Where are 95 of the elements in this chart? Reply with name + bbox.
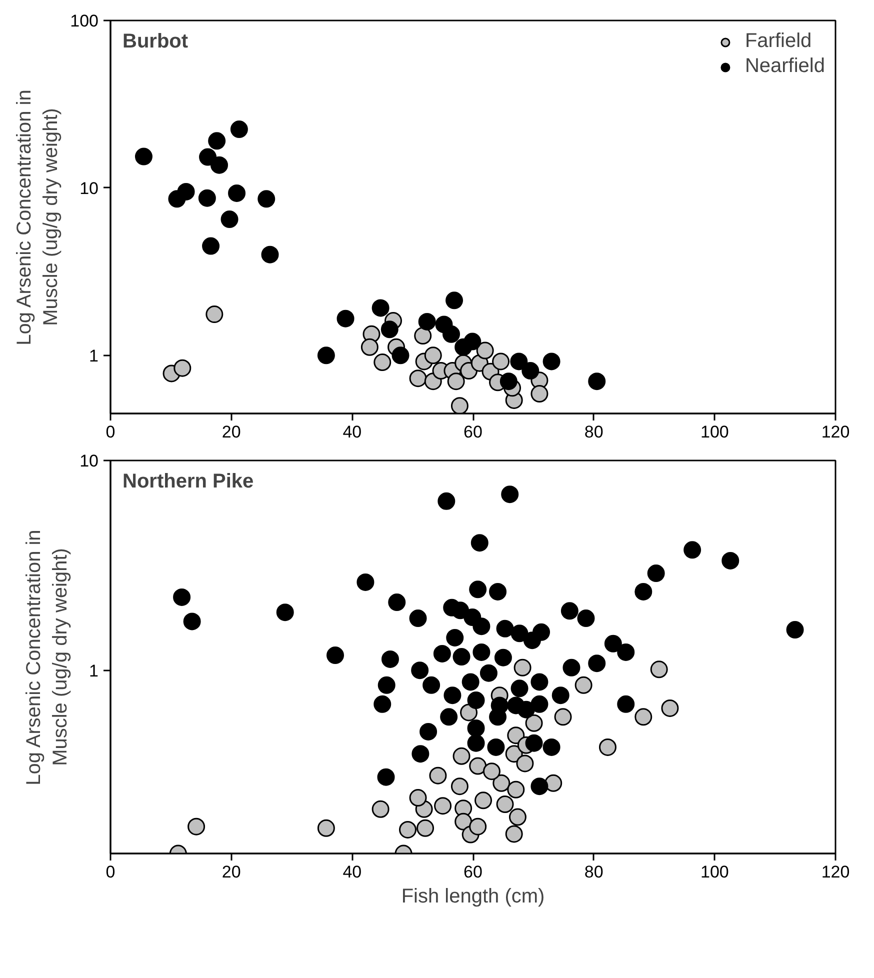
point (500, 372, 518, 390)
x-tick-label: 80 (584, 422, 604, 442)
point (516, 754, 534, 772)
point (476, 342, 494, 360)
point (469, 818, 487, 836)
point (530, 385, 548, 403)
y-tick-label: 10 (80, 178, 99, 198)
point (208, 132, 226, 150)
x-tick-label: 0 (106, 862, 116, 882)
point (474, 792, 492, 810)
point (360, 338, 378, 356)
x-tick-label: 60 (464, 862, 482, 882)
point (174, 359, 192, 377)
point (188, 818, 206, 836)
point (372, 299, 390, 317)
x-tick-label: 40 (342, 862, 362, 882)
point (206, 306, 224, 324)
point (574, 676, 592, 694)
point (514, 658, 532, 676)
legend-label: Nearfield (744, 55, 825, 78)
point (198, 189, 216, 207)
point (230, 120, 248, 138)
point (210, 156, 228, 174)
point (409, 370, 427, 388)
point (482, 762, 500, 780)
point (507, 726, 525, 744)
point (650, 660, 668, 678)
point (469, 757, 487, 775)
point (446, 292, 464, 310)
point (261, 246, 279, 264)
y-tick-label: 100 (70, 12, 99, 30)
point (542, 352, 560, 370)
point (374, 354, 392, 372)
point (460, 704, 478, 722)
point (228, 184, 246, 202)
point (414, 327, 432, 345)
point (134, 148, 152, 166)
point (525, 714, 543, 732)
text: Burbot (122, 30, 188, 52)
point (492, 774, 510, 792)
point (522, 362, 540, 380)
point (442, 325, 460, 343)
point (429, 766, 447, 784)
point (416, 819, 434, 837)
point (258, 190, 276, 208)
point (199, 148, 217, 166)
point (661, 699, 679, 717)
point (450, 778, 468, 796)
x-tick-label: 120 (821, 422, 850, 442)
point (508, 808, 526, 826)
point (450, 397, 468, 414)
point (434, 797, 452, 815)
point (507, 780, 525, 798)
point (418, 312, 436, 330)
legend-label: Farfield (744, 30, 812, 53)
point (452, 747, 470, 765)
text: Northern Pike (122, 470, 254, 492)
x-tick-label: 80 (584, 862, 604, 882)
x-tick-label: 60 (464, 422, 482, 442)
x-axis-title: Fish length (cm) (401, 886, 545, 908)
point (372, 800, 390, 818)
x-tick-label: 100 (700, 862, 729, 882)
point (634, 708, 652, 726)
point (598, 738, 616, 756)
point (317, 346, 335, 364)
point (510, 352, 528, 370)
x-tick-label: 20 (222, 862, 241, 882)
x-tick-label: 40 (342, 422, 362, 442)
point (317, 819, 335, 837)
point (588, 372, 606, 390)
point (392, 346, 410, 364)
point (505, 825, 523, 843)
y-tick-label: 1 (89, 346, 99, 366)
point (220, 210, 238, 228)
point (496, 796, 514, 813)
point (177, 182, 195, 200)
point (447, 372, 465, 390)
x-tick-label: 120 (821, 862, 850, 882)
x-tick-label: 20 (222, 422, 241, 442)
point (554, 708, 572, 726)
point (464, 332, 482, 350)
point (544, 774, 562, 792)
point (380, 320, 398, 338)
point (336, 310, 354, 328)
y-axis-title: Log Arsenic Concentration in Muscle (ug/g dry weight) (14, 90, 62, 346)
point (202, 237, 220, 255)
point (399, 820, 416, 838)
y-axis-title: Log Arsenic Concentration in Muscle (ug/g dry weight) (23, 530, 72, 786)
point (424, 346, 442, 364)
point (492, 352, 510, 370)
point (409, 789, 427, 807)
x-tick-label: 0 (106, 422, 116, 442)
y-tick-label: 1 (89, 661, 99, 680)
x-tick-label: 100 (700, 422, 729, 442)
y-tick-label: 10 (80, 452, 99, 470)
